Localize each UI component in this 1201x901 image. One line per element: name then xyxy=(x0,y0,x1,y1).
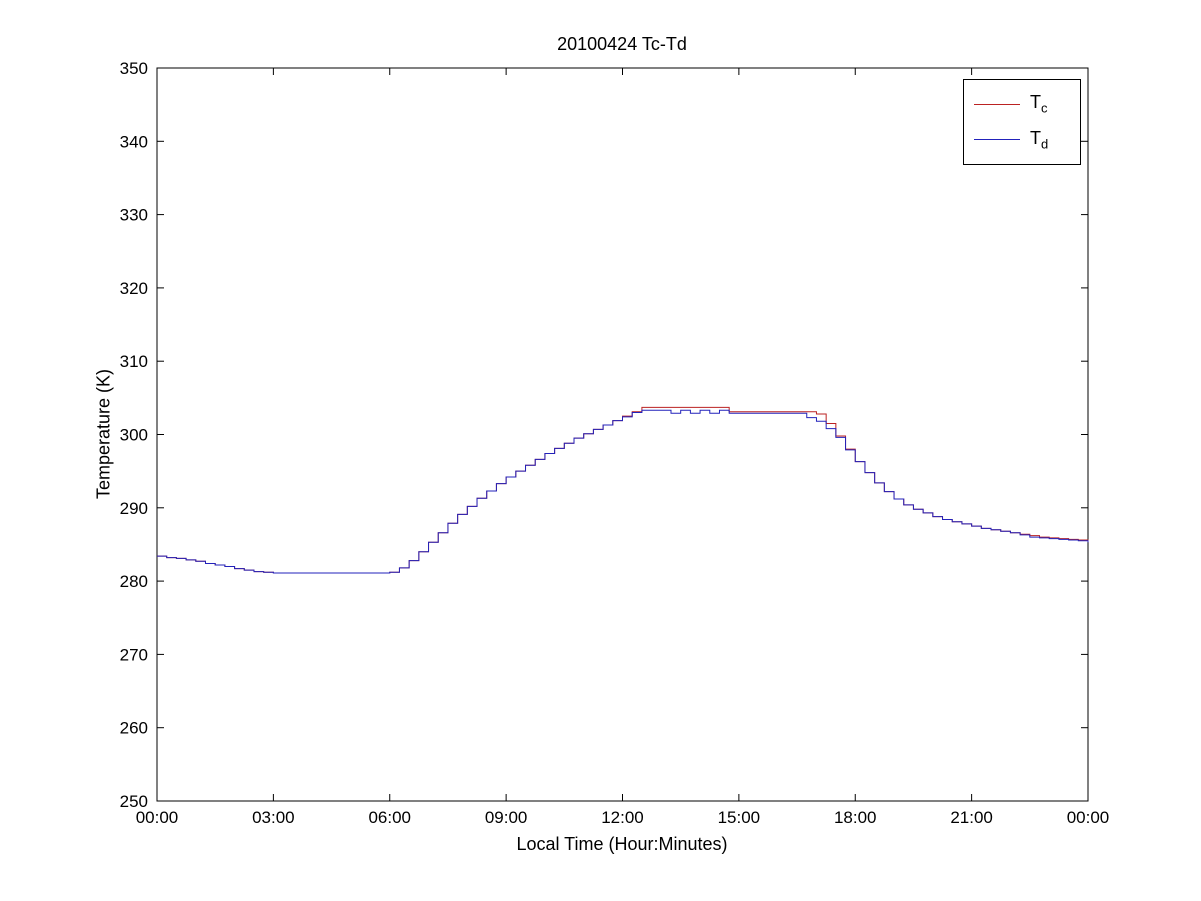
series-line-Tc xyxy=(157,406,1089,574)
y-tick-label: 270 xyxy=(120,645,148,664)
x-tick-label: 06:00 xyxy=(368,808,411,827)
y-tick-label: 340 xyxy=(120,132,148,151)
y-tick-label: 250 xyxy=(120,792,148,811)
x-tick-label: 12:00 xyxy=(601,808,644,827)
legend-entry-Td: Td xyxy=(964,128,1080,152)
x-tick-label: 00:00 xyxy=(1067,808,1110,827)
y-tick-label: 290 xyxy=(120,499,148,518)
x-tick-label: 03:00 xyxy=(252,808,295,827)
y-tick-label: 300 xyxy=(120,426,148,445)
legend-line-sample-Td xyxy=(974,139,1020,141)
axes-box xyxy=(156,67,1089,802)
legend-entry-Tc: Tc xyxy=(964,92,1080,116)
y-tick-label: 310 xyxy=(120,352,148,371)
y-tick-label: 330 xyxy=(120,206,148,225)
y-tick-label: 350 xyxy=(120,59,148,78)
y-tick-label: 280 xyxy=(120,572,148,591)
x-tick-label: 09:00 xyxy=(485,808,528,827)
x-tick-label: 00:00 xyxy=(136,808,179,827)
x-tick-label: 15:00 xyxy=(718,808,761,827)
x-tick-label: 21:00 xyxy=(950,808,993,827)
legend-label-Td: Td xyxy=(1030,128,1049,152)
y-tick-label: 320 xyxy=(120,279,148,298)
series-line-Td xyxy=(157,409,1089,574)
y-tick-label: 260 xyxy=(120,719,148,738)
x-axis-label: Local Time (Hour:Minutes) xyxy=(516,834,728,854)
legend-label-Tc: Tc xyxy=(1030,92,1048,116)
chart-title: 20100424 Tc-Td xyxy=(557,34,687,54)
legend-line-sample-Tc xyxy=(974,103,1020,105)
x-tick-label: 18:00 xyxy=(834,808,877,827)
legend: Tc Td xyxy=(963,79,1081,165)
